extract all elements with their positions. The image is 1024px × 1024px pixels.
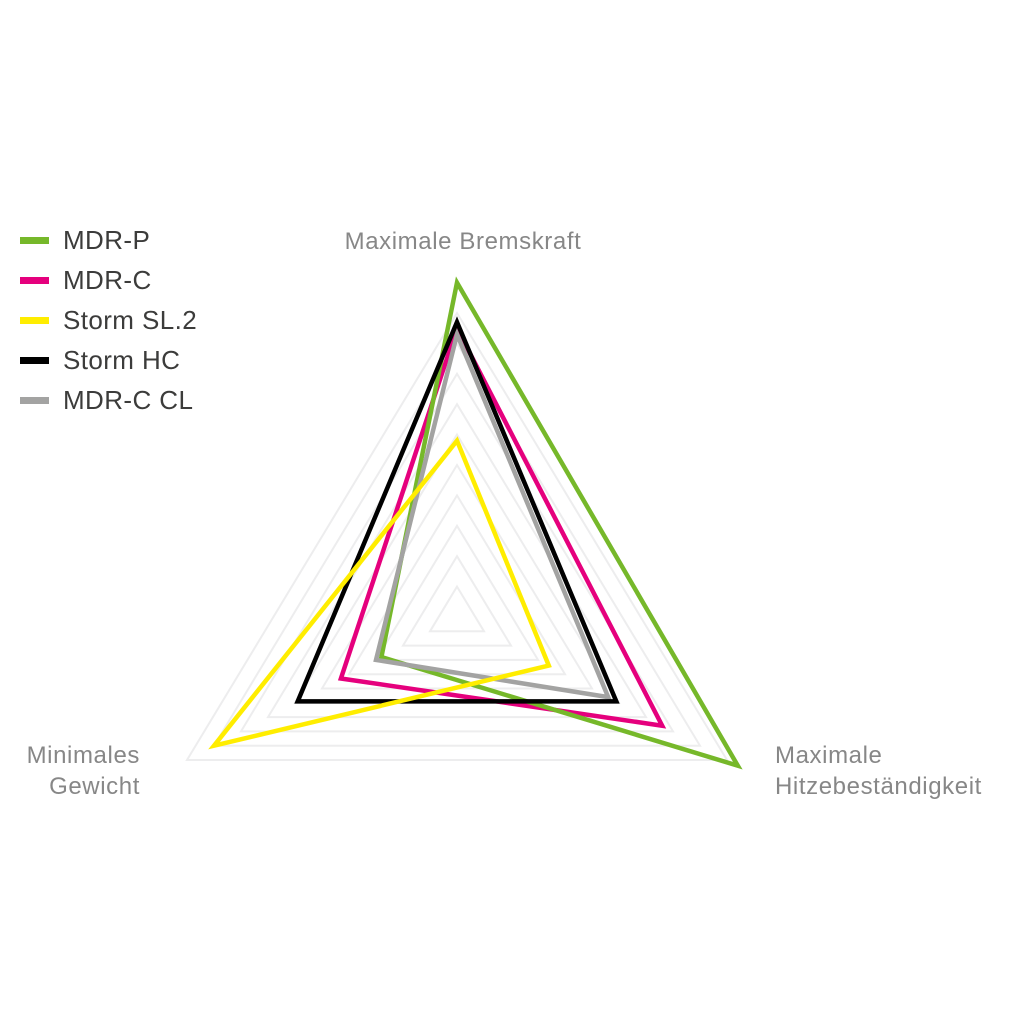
legend-label: Storm HC bbox=[63, 344, 181, 375]
series-mdr-p bbox=[378, 276, 743, 770]
legend-label: Storm SL.2 bbox=[63, 304, 198, 335]
legend-label: MDR-C bbox=[63, 264, 152, 295]
legend-swatch-mdr-p bbox=[20, 236, 49, 244]
axis-label-gewicht: Minimales Gewicht bbox=[26, 742, 140, 801]
grid-ring-9 bbox=[212, 341, 702, 747]
grid-ring-2 bbox=[401, 554, 513, 647]
legend-swatch-mdr-c bbox=[20, 276, 49, 284]
legend-item: MDR-C CL bbox=[20, 380, 197, 420]
grid-ring-1 bbox=[428, 584, 486, 633]
axis-label-hitzebestaendigkeit: Maximale Hitzebeständigkeit bbox=[775, 742, 982, 801]
legend-label: MDR-C CL bbox=[63, 384, 194, 415]
legend-item: Storm SL.2 bbox=[20, 300, 197, 340]
legend-label: MDR-P bbox=[63, 224, 151, 255]
grid-ring-3 bbox=[374, 523, 540, 661]
grid-ring-8 bbox=[239, 371, 675, 733]
series-polygons bbox=[208, 276, 743, 770]
axis-label-bremskraft: Maximale Bremskraft bbox=[344, 228, 582, 255]
legend-item: Storm HC bbox=[20, 340, 197, 380]
legend-swatch-storm-sl2 bbox=[20, 316, 49, 324]
grid-ring-10 bbox=[185, 311, 729, 761]
legend-item: MDR-C bbox=[20, 260, 197, 300]
series-storm-sl-2 bbox=[208, 436, 552, 750]
legend-item: MDR-P bbox=[20, 220, 197, 260]
series-storm-hc bbox=[294, 316, 620, 704]
legend-swatch-mdr-c-cl bbox=[20, 396, 49, 404]
legend-swatch-storm-hc bbox=[20, 356, 49, 364]
legend: MDR-P MDR-C Storm SL.2 Storm HC MDR-C CL bbox=[20, 220, 197, 420]
